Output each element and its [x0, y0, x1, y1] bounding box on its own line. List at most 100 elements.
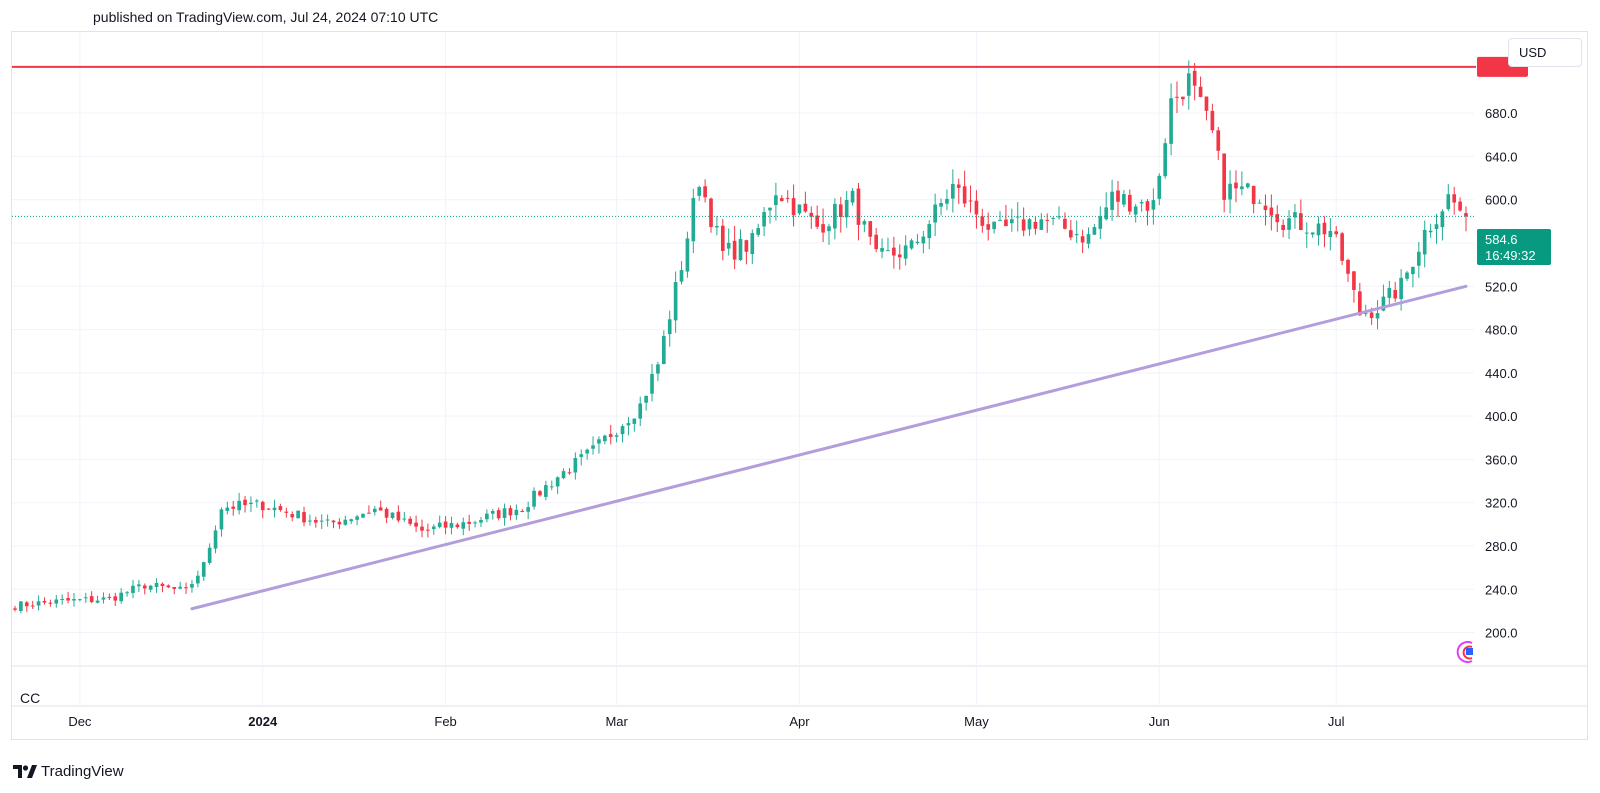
candle-body [60, 598, 65, 600]
candle [632, 418, 637, 432]
candle [1039, 213, 1044, 231]
candle [1080, 229, 1085, 254]
candle [1304, 222, 1309, 248]
candle-body [1068, 230, 1073, 238]
candle-body [83, 597, 88, 599]
candle-body [172, 586, 177, 589]
candle-body [213, 530, 218, 549]
candle-body [626, 423, 631, 426]
candle [1387, 280, 1392, 306]
candle-body [1422, 229, 1427, 255]
candle-body [1139, 202, 1144, 204]
candle-body [426, 529, 430, 531]
candle-body [1464, 213, 1468, 217]
candle-body [125, 592, 129, 594]
candle [219, 507, 224, 537]
candle [1446, 184, 1451, 211]
candle [1175, 81, 1179, 114]
candle-body [939, 203, 943, 207]
currency-button[interactable]: USD [1508, 38, 1582, 67]
candle-body [1446, 194, 1451, 210]
price-tick-label: 200.0 [1485, 626, 1518, 641]
candle [1269, 194, 1274, 231]
candle [1234, 170, 1238, 203]
candle [738, 229, 743, 261]
candle [142, 583, 147, 595]
candle [933, 193, 937, 237]
candle-body [249, 502, 253, 505]
candle-body [231, 506, 236, 509]
candle [308, 514, 312, 526]
candle-body [1257, 202, 1262, 204]
candle-body [1051, 217, 1055, 219]
candle [479, 516, 483, 527]
candle-body [1204, 96, 1209, 111]
candle [30, 600, 35, 609]
candle [744, 239, 749, 265]
candle [284, 507, 289, 518]
candle-body [1116, 190, 1120, 202]
candle-body [1186, 73, 1191, 96]
candle-body [1098, 216, 1103, 229]
candle-body [396, 511, 401, 521]
tradingview-logo[interactable]: TradingView [13, 763, 124, 780]
candle [1352, 271, 1356, 303]
candle [597, 436, 601, 454]
candle-body [1063, 218, 1067, 229]
candle [1127, 189, 1132, 215]
candle [490, 508, 495, 520]
candle-body [302, 512, 306, 523]
candle [367, 505, 371, 514]
price-axis: 200.0 240.0 280.0 320.0 360.0 400.0 440.0 480.0… [1485, 106, 1518, 640]
candle [956, 178, 961, 204]
candle [661, 330, 666, 365]
candle [343, 515, 348, 526]
candle-body [526, 507, 530, 512]
candle-body [272, 507, 277, 511]
candle [1192, 62, 1197, 101]
candle-body [980, 216, 985, 226]
candle-body [1074, 234, 1079, 236]
candle [732, 225, 737, 270]
candle [544, 480, 548, 501]
candle [1310, 232, 1315, 238]
candle-body [768, 207, 772, 211]
candle [927, 220, 932, 250]
candle-body [166, 585, 171, 588]
candle-body [1387, 287, 1392, 298]
candle-body [1304, 232, 1309, 234]
candle [1257, 199, 1262, 204]
candle [833, 198, 837, 240]
candle-body [331, 520, 336, 523]
candle-body [703, 186, 707, 198]
resistance-badge-label: 722.8 [1484, 90, 1517, 105]
candle [1416, 242, 1421, 278]
candle-body [785, 197, 790, 199]
candle [1110, 179, 1114, 221]
grid [12, 32, 1588, 707]
candle [160, 582, 165, 593]
candle [1405, 270, 1409, 282]
candle [1116, 180, 1120, 217]
candle [998, 211, 1002, 221]
candle-body [443, 521, 448, 528]
candle [1316, 216, 1321, 246]
candle [874, 228, 878, 253]
candle-body [1328, 230, 1333, 238]
candle-body [1015, 216, 1020, 218]
candle [201, 561, 206, 581]
last-price-badge-bg [1477, 229, 1551, 265]
candle [1346, 258, 1350, 282]
candle-body [131, 585, 135, 593]
candle-body [962, 186, 967, 204]
candle [137, 579, 141, 592]
candle-body [1198, 86, 1203, 97]
candle-body [1086, 234, 1091, 244]
candle-body [844, 199, 849, 218]
candle [573, 452, 578, 480]
candle-body [821, 224, 825, 233]
candle-body [897, 254, 902, 258]
candle-body [196, 575, 200, 584]
countdown-label: 16:49:32 [1485, 248, 1536, 263]
